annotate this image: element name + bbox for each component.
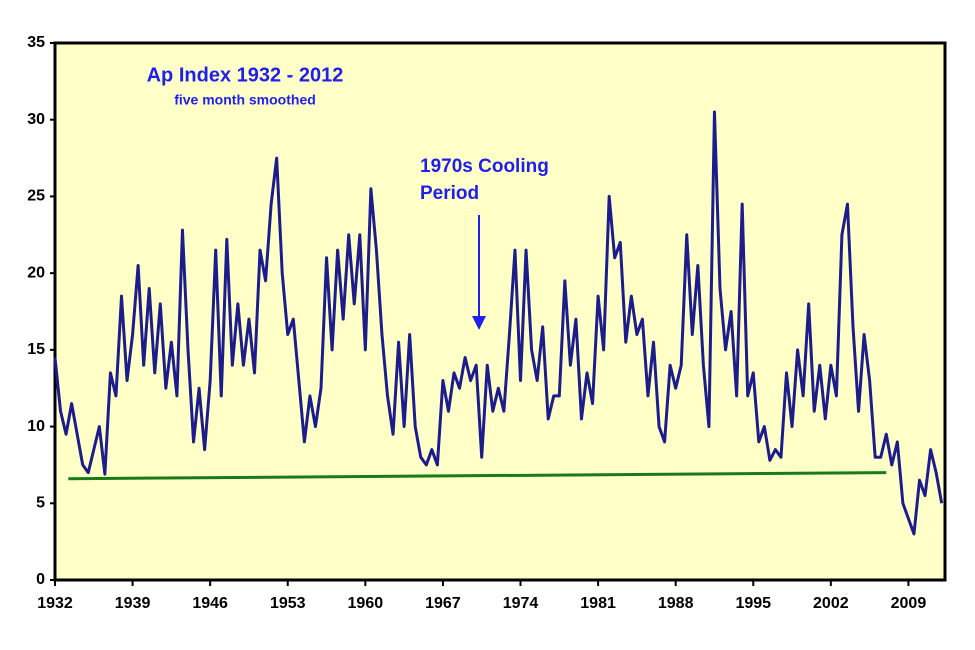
y-tick-label: 25	[27, 188, 45, 205]
y-tick-label: 20	[27, 264, 45, 281]
annotation-arrowhead	[472, 316, 486, 330]
x-tick-label: 1932	[37, 595, 73, 612]
x-tick-label: 1974	[503, 595, 539, 612]
x-tick-label: 1939	[115, 595, 151, 612]
chart-title: Ap Index 1932 - 2012	[147, 64, 344, 86]
x-tick-label: 2009	[891, 595, 927, 612]
y-tick-label: 30	[27, 111, 45, 128]
x-tick-label: 1981	[580, 595, 616, 612]
x-tick-label: 1960	[348, 595, 384, 612]
x-tick-label: 1995	[735, 595, 771, 612]
x-tick-label: 1988	[658, 595, 694, 612]
data-line	[53, 110, 944, 536]
x-tick-label: 1953	[270, 595, 306, 612]
trend-line	[68, 471, 887, 481]
y-tick-label: 0	[36, 571, 45, 588]
x-tick-label: 1946	[192, 595, 228, 612]
plot-area	[53, 41, 947, 582]
x-tick-label: 1967	[425, 595, 461, 612]
annotation-text: Period	[420, 183, 479, 204]
x-tick-label: 2002	[813, 595, 849, 612]
y-tick-label: 15	[27, 341, 45, 358]
chart-subtitle: five month smoothed	[174, 92, 316, 108]
y-tick-label: 10	[27, 418, 45, 435]
y-tick-label: 35	[27, 34, 45, 51]
annotation-text: 1970s Cooling	[420, 156, 549, 177]
y-tick-label: 5	[36, 495, 45, 512]
